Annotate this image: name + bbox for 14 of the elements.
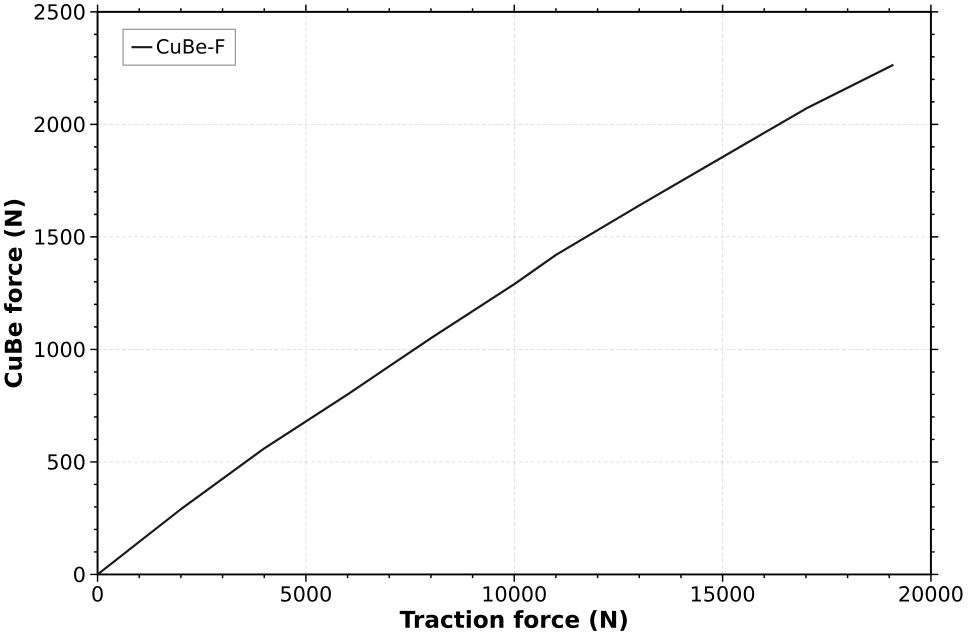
y-axis-title: CuBe force (N) xyxy=(4,200,25,388)
y-tick-label: 2500 xyxy=(34,4,85,20)
x-tick-label: 5000 xyxy=(281,586,331,602)
x-axis-title: Traction force (N) xyxy=(400,610,627,631)
x-tick-label: 15000 xyxy=(692,586,754,602)
y-tick-label: 1500 xyxy=(35,229,85,245)
y-tick-label: 0 xyxy=(74,566,85,582)
x-tick-label: 0 xyxy=(92,586,103,602)
y-tick-label: 2000 xyxy=(34,116,85,132)
legend-label: CuBe-F xyxy=(156,39,224,54)
y-tick-label: 1000 xyxy=(35,342,85,358)
y-tick-label: 500 xyxy=(48,454,85,470)
x-tick-label: 20000 xyxy=(899,586,963,602)
x-tick-label: 10000 xyxy=(484,586,546,602)
